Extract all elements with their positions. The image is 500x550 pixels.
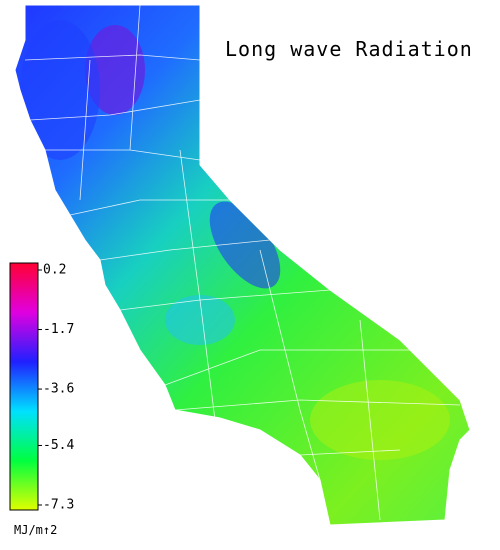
colorbar-tick-label: -7.3 [43,498,74,513]
low-region [209,201,281,289]
colorbar-tick-label: 0.2 [43,263,66,278]
county-lines [24,5,461,521]
colorbar-ticks: 0.2 -1.7 -3.6 -5.4 -7.3 [38,263,74,513]
colorbar-tick-label: -3.6 [43,382,74,397]
colorbar-tick-label: -5.4 [43,438,74,453]
high-region [310,380,450,460]
low-region [20,20,100,160]
map-title: Long wave Radiation [225,37,473,61]
low-region [85,25,145,115]
colorbar-unit: MJ/m↑2 [14,523,57,537]
mid-region [165,295,235,345]
colorbar [9,262,39,511]
colorbar-tick-label: -1.7 [43,322,74,337]
